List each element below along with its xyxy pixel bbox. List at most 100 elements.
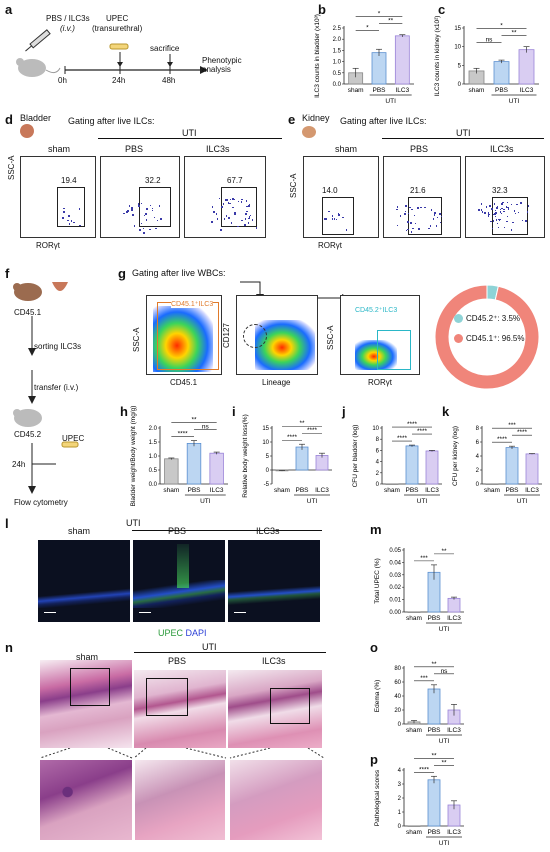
time-0h: 0h [58,76,67,85]
panel-f-label: f [5,266,10,281]
cell-event-dot [487,215,489,217]
f-step-cd451: CD45.1 [14,308,42,317]
cell-event-dot [413,214,416,217]
chart-k: CFU per kidney (log) 0 2 4 6 8 sham PBS ILC3 UTI *… [452,422,542,505]
cell-event-dot [222,203,225,205]
cell-event-dot [407,228,409,231]
y-tick-label: 0.05 [389,548,401,554]
cell-event-dot [487,212,490,214]
panel-a-timeline: PBS / ILC3s (i.v.) UPEC (transurethral) … [10,14,242,109]
cell-event-dot [229,202,231,205]
x-tick-label: sham [406,727,422,734]
cell-event-dot [325,218,327,220]
y-axis-label: Bladder weight/Body weight (mg/g) [130,406,137,506]
significance-label: ** [191,417,197,424]
panel-i-label: i [232,404,236,419]
cell-event-dot [410,222,412,224]
y-tick-label: 8 [376,437,380,443]
y-tick-label: 10 [262,440,269,446]
panel-d-label: d [5,112,13,127]
he-zoom-pbs [135,760,225,840]
cell-event-dot [500,212,503,215]
y-tick-label: 40 [394,694,401,700]
cell-event-dot [396,206,399,208]
y-tick-label: 0 [398,824,402,830]
cell-event-dot [140,222,143,225]
cell-event-dot [491,227,493,230]
significance-label: ns [486,37,494,44]
f-step-transfer: transfer (i.v.) [34,383,79,392]
cell-event-dot [234,213,236,215]
cell-event-dot [410,231,413,233]
cell-event-dot [526,211,529,213]
g-legend-cd452: CD45.2⁺: 3.5% [454,314,520,324]
g-axis-x2: Lineage [262,378,291,387]
cell-event-dot [396,224,398,227]
cell-event-dot [499,211,502,213]
y-tick-label: 1.0 [149,454,158,460]
cell-event-dot [337,213,340,215]
x-tick-label: sham [406,615,422,622]
significance-label: ** [299,420,305,427]
cell-event-dot [241,198,243,201]
chart-o: Edema (%) 0 20 40 60 80 sham PBS ILC3 UTI *** ns ** [374,661,464,745]
x-tick-label: PBS [427,727,441,734]
cell-event-dot [216,218,219,220]
cell-event-dot [496,207,498,209]
cell-event-dot [331,215,334,217]
y-axis-label: ILC3 counts in bladder (x10³) [314,14,321,98]
significance-label: ** [431,752,437,759]
e-xaxis: RORγt [318,241,342,250]
cell-event-dot [498,218,500,221]
cell-event-dot [485,206,488,208]
significance-label: ** [511,30,517,37]
bar-ILC3 [525,453,539,485]
cell-event-dot [244,224,246,226]
bar-PBS [427,688,441,725]
cell-event-dot [146,208,148,210]
cell-event-dot [497,226,500,229]
y-tick-label: 2 [398,796,402,802]
g-flow-plot-1: CD45.1⁺ILC3 [146,295,222,375]
cell-event-dot [244,218,247,220]
cell-event-dot [155,227,157,230]
cell-event-dot [137,203,140,205]
cell-event-dot [521,219,524,222]
y-axis-label: ILC3 counts in kidney (x10²) [434,16,441,97]
sacrifice-label: sacrifice [150,44,180,53]
x-tick-label: sham [484,487,500,494]
y-axis-label: Relative body weight loss(%) [242,414,249,497]
g-axis-y3: SSC-A [326,325,335,350]
cell-event-dot [233,198,235,201]
y-tick-label: 2.0 [333,37,342,43]
y-tick-label: 1 [398,810,402,816]
cell-event-dot [417,207,419,209]
cell-event-dot [436,216,439,218]
cell-event-dot [131,209,133,211]
he-zoom-sham [40,760,132,840]
y-tick-label: 2.5 [333,26,342,32]
y-tick-label: 10 [372,426,379,432]
y-tick-label: 4 [476,454,480,460]
if-image-pbs [133,540,225,622]
cell-event-dot [434,212,436,214]
significance-label: **** [419,766,430,773]
cell-event-dot [494,213,496,215]
significance-label: **** [178,431,189,438]
cell-event-dot [404,213,406,215]
panel-j-label: j [342,404,346,419]
x-tick-label: ILC3 [315,487,329,494]
uti-label-d: UTI [182,128,197,138]
x-tick-label: ILC3 [425,487,439,494]
cell-event-dot [149,228,151,231]
significance-label: ** [441,548,447,555]
cell-event-dot [249,214,252,216]
cell-event-dot [127,210,129,212]
significance-label: ** [388,18,394,25]
cell-event-dot [492,220,495,222]
if-image-sham [38,540,130,622]
cell-event-dot [405,229,408,232]
cell-event-dot [229,198,232,200]
x-tick-label: sham [469,87,485,94]
group-label: UTI [517,498,528,505]
